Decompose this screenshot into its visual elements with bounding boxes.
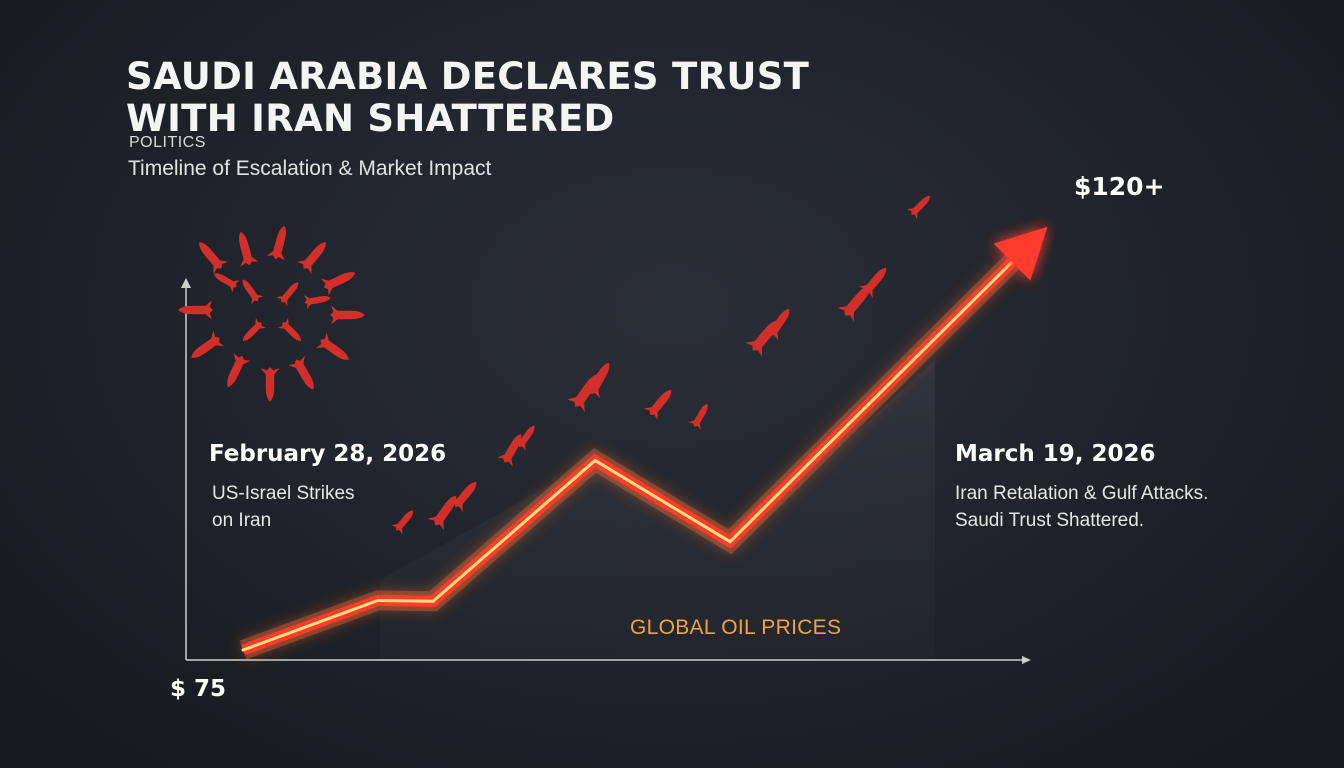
page-subtitle: Timeline of Escalation & Market Impact <box>128 157 492 180</box>
missile-decorations <box>178 195 931 535</box>
missile-icon <box>448 481 477 513</box>
missile-icon <box>266 225 286 261</box>
missile-icon <box>227 352 251 388</box>
missile-icon <box>260 367 280 402</box>
missile-icon <box>763 308 790 341</box>
missile-icon <box>199 242 229 274</box>
page-title: SAUDI ARABIA DECLARES TRUST WITH IRAN SH… <box>126 55 810 140</box>
data-point-0 <box>241 648 245 652</box>
missile-icon <box>288 355 314 390</box>
event-description-first: US-Israel Strikes on Iran <box>212 483 355 531</box>
data-point-4 <box>728 540 732 544</box>
missile-icon <box>567 374 599 412</box>
missile-icon <box>191 330 225 358</box>
missile-icon <box>296 242 326 274</box>
event-description-second: Iran Retalation & Gulf Attacks. Saudi Tr… <box>955 483 1209 531</box>
missile-icon <box>513 425 535 451</box>
missile-icon <box>688 403 708 430</box>
missile-icon <box>213 273 240 293</box>
missile-icon <box>315 332 349 360</box>
price-line <box>239 226 1048 660</box>
missile-icon <box>906 195 931 220</box>
missile-icon <box>643 389 672 421</box>
missile-icon <box>304 295 331 310</box>
area-under-curve <box>380 360 935 660</box>
missile-icon <box>858 267 887 299</box>
missile-icon <box>391 510 414 535</box>
y-axis-min-label: $ 75 <box>170 676 227 702</box>
y-axis-max-label: $120+ <box>1074 172 1165 201</box>
event-date-second: March 19, 2026 <box>955 441 1156 467</box>
missile-icon <box>330 305 365 325</box>
missile-icon <box>582 362 610 399</box>
price-line-core <box>242 260 1014 652</box>
y-axis-arrow <box>181 278 191 288</box>
missile-icon <box>837 285 871 322</box>
missile-icon <box>242 279 264 305</box>
missile-icon <box>320 272 356 296</box>
price-line-arrowhead <box>993 226 1048 281</box>
x-axis-arrow <box>1022 656 1031 664</box>
data-point-1 <box>376 598 380 602</box>
missile-icon <box>276 282 299 307</box>
category-label: POLITICS <box>129 134 206 151</box>
event-date-first: February 28, 2026 <box>209 441 447 467</box>
data-point-2 <box>431 599 435 603</box>
missile-icon <box>242 317 267 342</box>
missile-icon <box>178 300 213 320</box>
series-label: GLOBAL OIL PRICES <box>630 616 842 639</box>
missile-icon <box>277 317 302 342</box>
missile-icon <box>427 495 457 531</box>
data-point-3 <box>593 459 597 463</box>
missile-icon <box>239 231 259 267</box>
